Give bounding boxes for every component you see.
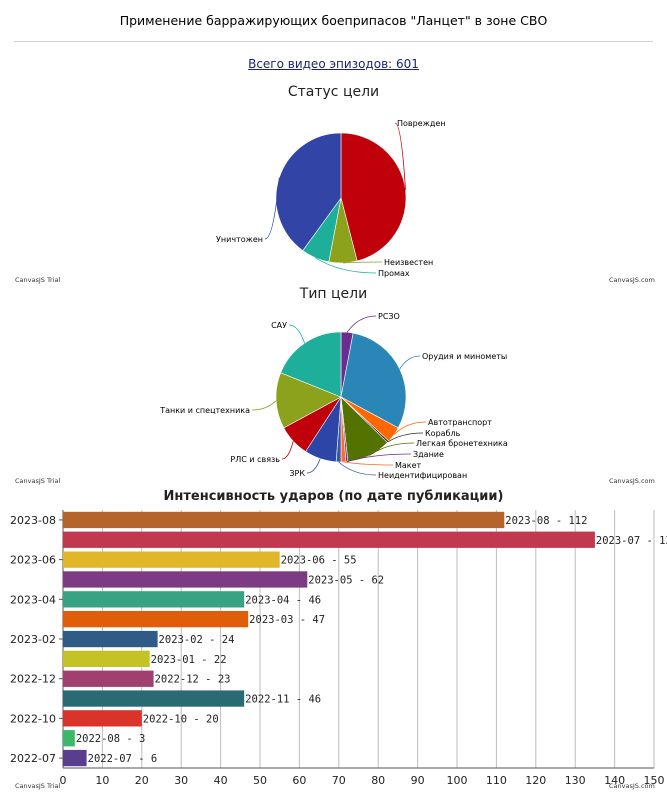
bar-label-2022-11: 2022-11 - 46 — [245, 694, 321, 706]
pie-leader-1 — [399, 355, 421, 370]
watermark-left-3: CanvasJS Trial — [15, 782, 61, 790]
pie-leader-2 — [314, 257, 377, 274]
watermark-left-2: CanvasJS Trial — [15, 477, 61, 485]
bar-2022-11 — [63, 690, 245, 707]
pie-leader-0 — [346, 315, 377, 333]
y-tick-12: 2022-07 — [10, 752, 56, 765]
y-tick-6: 2023-02 — [10, 633, 56, 646]
pie-leader-11 — [288, 324, 305, 344]
bar-label-2023-03: 2023-03 - 47 — [249, 614, 325, 626]
x-tick-4: 40 — [214, 774, 228, 787]
bar-2023-01 — [63, 650, 150, 667]
x-tick-13: 130 — [565, 774, 586, 787]
x-tick-14: 140 — [604, 774, 625, 787]
y-tick-2: 2023-06 — [10, 554, 56, 567]
bar-label-2023-02: 2023-02 - 24 — [159, 634, 235, 646]
bar-label-2023-04: 2023-04 - 46 — [245, 594, 321, 606]
bar-label-2023-07: 2023-07 - 135 — [596, 535, 667, 547]
x-tick-1: 10 — [95, 774, 109, 787]
x-tick-11: 110 — [486, 774, 507, 787]
pie-leader-8 — [306, 458, 321, 474]
bar-2023-02 — [63, 630, 158, 648]
pie-leader-3 — [387, 432, 424, 443]
type-chart-title: Тип цели — [299, 286, 368, 302]
bar-2023-04 — [63, 591, 245, 608]
pie-label-8: ЗРК — [289, 469, 305, 478]
pie-leader-7 — [338, 461, 377, 476]
bar-2023-07 — [63, 531, 595, 548]
bar-label-2022-12: 2022-12 - 23 — [155, 674, 231, 686]
bar-label-2022-10: 2022-10 - 20 — [143, 713, 219, 725]
x-tick-2: 20 — [135, 774, 149, 787]
pie-leader-1 — [342, 261, 383, 264]
watermark-left-1: CanvasJS Trial — [15, 276, 61, 284]
watermark-right-1: CanvasJS.com — [609, 276, 655, 284]
pie-leader-4 — [369, 442, 415, 456]
x-tick-12: 120 — [525, 774, 546, 787]
pie-label-0: РСЗО — [378, 312, 400, 321]
y-tick-10: 2022-10 — [10, 712, 56, 725]
bar-2023-03 — [63, 611, 249, 628]
y-tick-4: 2023-04 — [10, 593, 56, 606]
bar-2022-07 — [63, 749, 87, 767]
y-tick-0: 2023-08 — [10, 514, 56, 527]
bar-label-2023-01: 2023-01 - 22 — [151, 654, 227, 666]
pie-label-7: Неидентифицирован — [378, 471, 467, 480]
x-tick-10: 100 — [447, 774, 468, 787]
pie-label-0: Поврежден — [397, 119, 446, 128]
x-tick-3: 30 — [174, 774, 188, 787]
pie-label-3: Уничтожен — [216, 235, 263, 244]
bar-2023-08 — [63, 511, 505, 529]
watermark-right-2: CanvasJS.com — [609, 477, 655, 485]
pie-label-2: Автотранспорт — [428, 418, 492, 427]
pie-label-3: Корабль — [425, 429, 461, 438]
pie-label-4: Легкая бронетехника — [416, 439, 508, 448]
pie-label-1: Неизвестен — [384, 258, 433, 267]
page-title: Применение барражирующих боеприпасов "Ла… — [119, 13, 548, 28]
pie-label-5: Здание — [413, 450, 444, 459]
pie-leader-2 — [393, 421, 427, 435]
pie-leader-5 — [346, 453, 412, 463]
status-chart-title: Статус цели — [287, 84, 380, 100]
total-episodes-link[interactable]: Всего видео эпизодов: 601 — [248, 57, 419, 71]
pie-label-6: Макет — [395, 461, 422, 470]
watermark-right-3: CanvasJS.com — [609, 782, 655, 790]
bar-2023-05 — [63, 571, 308, 588]
y-tick-8: 2022-12 — [10, 673, 56, 686]
pie-label-1: Орудия и минометы — [422, 352, 507, 361]
pie-label-11: САУ — [271, 321, 287, 330]
pie-leader-3 — [264, 177, 280, 240]
pie-leader-10 — [251, 400, 277, 411]
bar-2022-08 — [63, 730, 75, 747]
pie-label-10: Танки и спецтехника — [159, 406, 250, 415]
bar-label-2023-05: 2023-05 - 62 — [308, 574, 384, 586]
x-tick-8: 80 — [371, 774, 385, 787]
x-tick-5: 50 — [253, 774, 267, 787]
bar-2022-12 — [63, 670, 154, 687]
bar-label-2022-07: 2022-07 - 6 — [88, 753, 158, 765]
pie-label-9: РЛС и связь — [230, 455, 280, 464]
x-tick-15: 150 — [644, 774, 665, 787]
bar-2023-06 — [63, 551, 280, 568]
title-divider — [14, 41, 653, 42]
pie-leader-6 — [343, 461, 394, 466]
x-tick-9: 90 — [411, 774, 425, 787]
bar-label-2023-08: 2023-08 - 112 — [505, 515, 587, 527]
bar-2022-10 — [63, 710, 142, 727]
x-tick-0: 0 — [60, 774, 67, 787]
pie-label-2: Промах — [378, 269, 410, 278]
bar-label-2023-06: 2023-06 - 55 — [281, 555, 357, 567]
pie-slice-1 — [340, 332, 407, 429]
pie-slice-10 — [275, 372, 342, 429]
x-tick-6: 60 — [292, 774, 306, 787]
intensity-chart-title: Интенсивность ударов (по дате публикации… — [163, 489, 504, 504]
pie-leader-9 — [281, 441, 294, 460]
bar-label-2022-08: 2022-08 - 3 — [76, 733, 146, 745]
x-tick-7: 70 — [332, 774, 346, 787]
pie-leader-0 — [394, 122, 406, 190]
